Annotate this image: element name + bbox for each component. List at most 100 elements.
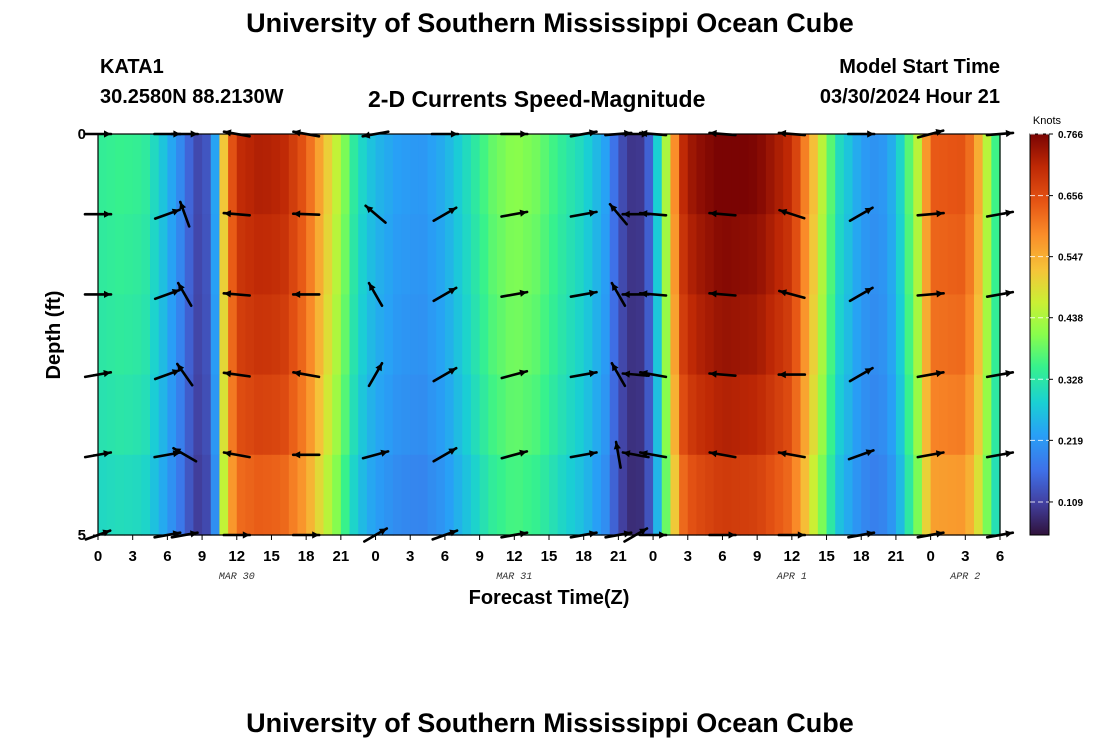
model-start-label: Model Start Time: [839, 56, 1000, 78]
heatmap-cell: [427, 294, 437, 376]
heatmap-cell: [531, 134, 541, 215]
heatmap-cell: [670, 214, 680, 295]
x-tick-label: 18: [853, 548, 870, 565]
heatmap-cell: [930, 454, 940, 536]
heatmap-cell: [575, 134, 585, 215]
heatmap-cell: [219, 374, 229, 456]
heatmap-cell: [98, 374, 108, 456]
x-tick-label: 0: [371, 548, 379, 565]
heatmap-cell: [297, 294, 307, 376]
heatmap-cell: [98, 294, 108, 376]
current-vector: [777, 289, 806, 300]
heatmap-cell: [791, 454, 802, 536]
heatmap-cell: [141, 214, 151, 295]
current-vector: [777, 371, 807, 379]
heatmap-cell: [809, 134, 819, 215]
heatmap-cell: [150, 454, 160, 536]
heatmap-cell: [679, 294, 689, 376]
heatmap-cell: [635, 214, 645, 295]
heatmap-cell: [878, 374, 888, 456]
heatmap-cell: [713, 454, 724, 536]
heatmap-cell: [800, 374, 810, 456]
heatmap-cell: [679, 134, 689, 215]
current-vector: [569, 370, 598, 379]
heatmap-cell: [921, 374, 932, 456]
heatmap-cell: [947, 214, 958, 295]
current-vector: [708, 450, 737, 459]
heatmap-cell: [323, 134, 333, 215]
heatmap-cell: [895, 134, 906, 215]
heatmap-cell: [965, 134, 975, 215]
heatmap-cell: [956, 214, 966, 295]
current-vector: [500, 209, 529, 218]
heatmap-cell: [679, 214, 689, 295]
heatmap-cell: [505, 214, 515, 295]
heatmap-cell: [800, 134, 810, 215]
heatmap-cell: [609, 374, 619, 456]
heatmap-cell: [653, 454, 663, 536]
heatmap-cell: [757, 374, 767, 456]
heatmap-cell: [843, 374, 854, 456]
heatmap-cell: [939, 294, 949, 376]
station-coordinates: 30.2580N 88.2130W: [100, 86, 284, 108]
heatmap-cell: [973, 294, 984, 376]
heatmap-cell: [436, 214, 446, 295]
heatmap-cell: [488, 374, 498, 456]
colorbar-tick-label: 0.656: [1058, 192, 1083, 203]
heatmap-cell: [575, 294, 585, 376]
heatmap-cell: [757, 134, 767, 215]
current-vector: [610, 281, 627, 308]
chart: 0 3 6 9 12 15 18 21 0 3 6 9 12 15 18 21 0 3 6 9 12 15 18 21 0 3 6 M…: [43, 115, 1083, 609]
heatmap-cell: [184, 454, 194, 536]
x-tick-label: 21: [333, 548, 350, 565]
heatmap-cell: [444, 294, 455, 376]
heatmap-cell: [202, 374, 212, 456]
heatmap-cell: [106, 294, 116, 376]
current-vector: [778, 208, 806, 220]
heatmap-cell: [731, 214, 741, 295]
heatmap-cell: [696, 374, 706, 456]
heatmap-cell: [566, 294, 576, 376]
y-tick-label: 5: [78, 527, 86, 544]
heatmap-cell: [549, 214, 559, 295]
heatmap-cell: [219, 214, 229, 295]
heatmap-cell: [462, 294, 472, 376]
heatmap-cell: [167, 294, 177, 376]
heatmap-cell: [228, 134, 238, 215]
heatmap-cell: [340, 294, 351, 376]
heatmap-cell: [852, 294, 862, 376]
current-vector: [291, 210, 321, 218]
heatmap-cell: [184, 374, 194, 456]
heatmap-cell: [340, 134, 351, 215]
heatmap-cell: [618, 374, 628, 456]
heatmap-cell: [566, 214, 576, 295]
heatmap-cell: [869, 134, 880, 215]
heatmap-cell: [817, 454, 828, 536]
heatmap-cell: [566, 454, 576, 536]
heatmap-cell: [271, 134, 281, 215]
heatmap-cell: [627, 134, 637, 215]
heatmap-cell: [254, 294, 264, 376]
current-vector: [613, 440, 622, 469]
heatmap-cell: [332, 214, 342, 295]
heatmap-cell: [228, 294, 238, 376]
x-date-label: APR 2: [949, 572, 980, 583]
heatmap-cell: [843, 214, 854, 295]
heatmap-cell: [193, 374, 203, 456]
heatmap-cell: [722, 294, 732, 376]
model-start-time: 03/30/2024 Hour 21: [819, 86, 1000, 108]
heatmap-cell: [991, 134, 1001, 215]
heatmap-cell: [895, 374, 906, 456]
heatmap-cell: [210, 294, 221, 376]
heatmap-cell: [748, 374, 758, 456]
heatmap-cell: [774, 294, 784, 376]
heatmap-cell: [635, 374, 645, 456]
x-tick-label: 6: [718, 548, 726, 565]
heatmap-cell: [427, 374, 437, 456]
current-vector: [847, 449, 875, 461]
heatmap-cell: [739, 454, 750, 536]
heatmap-cell: [427, 454, 437, 536]
y-axis-label: Depth (ft): [43, 291, 65, 380]
x-tick-label: 12: [784, 548, 801, 565]
heatmap-cell: [783, 374, 793, 456]
